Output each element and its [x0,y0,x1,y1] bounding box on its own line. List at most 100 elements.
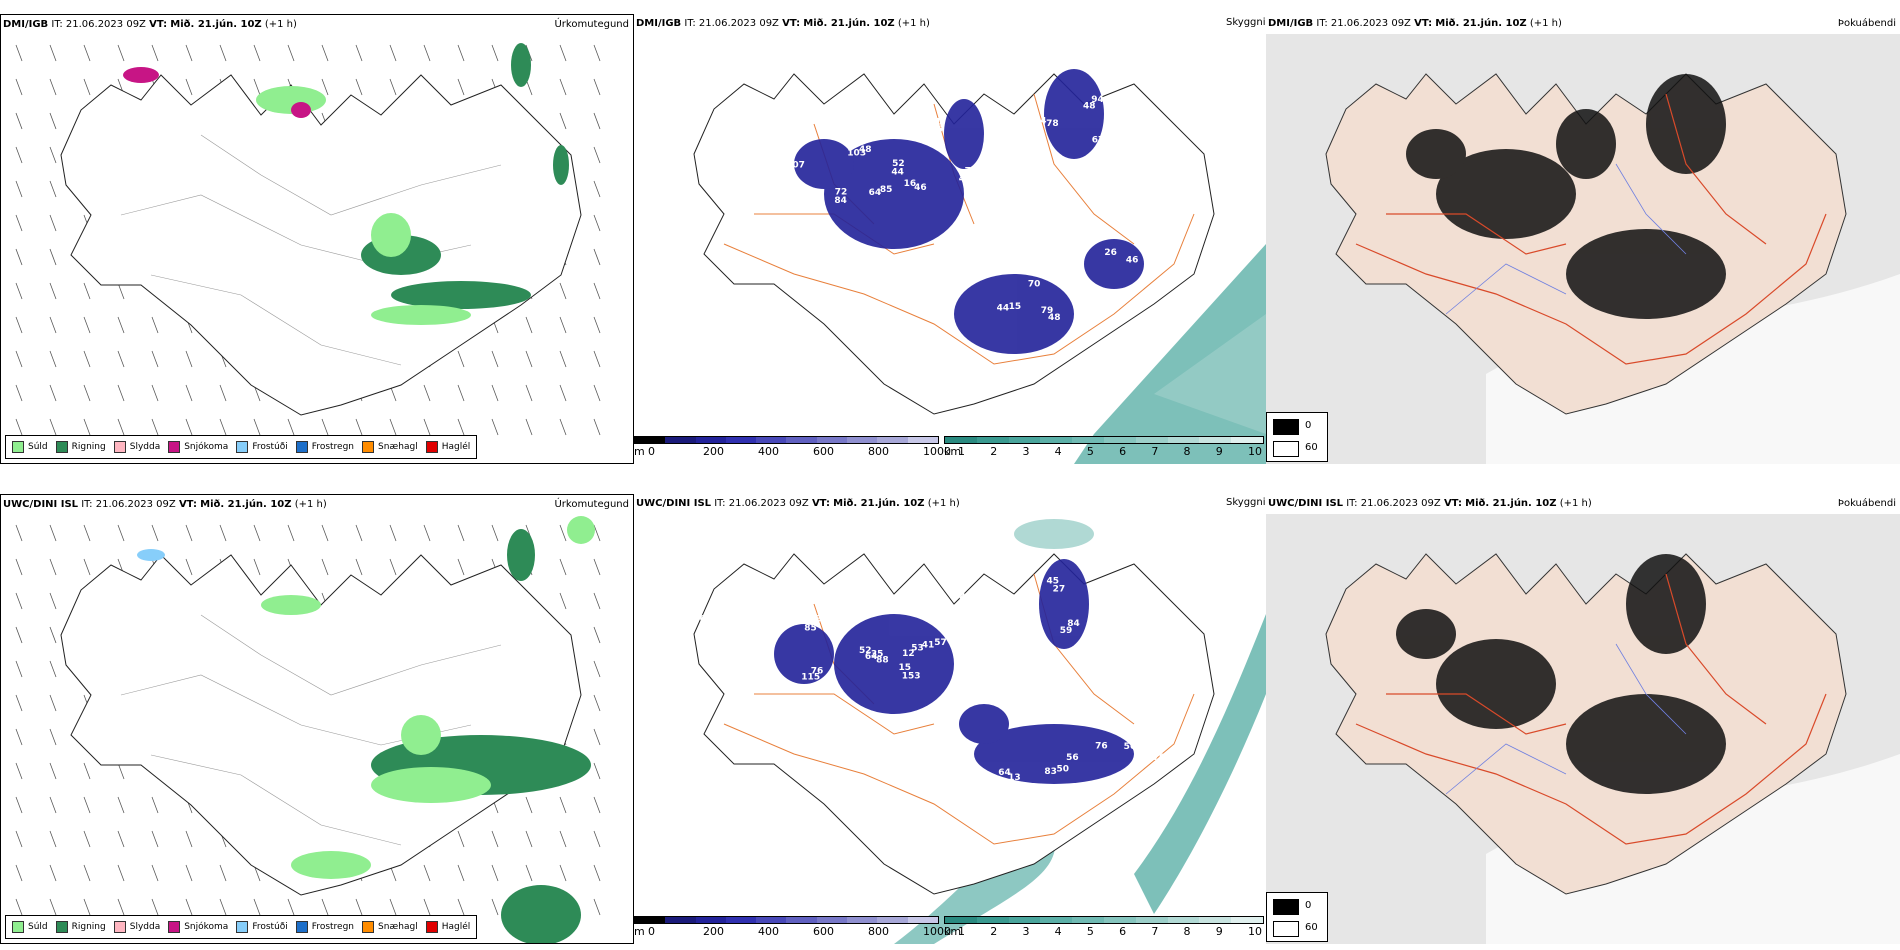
cloud-base-label: 48 [859,145,872,155]
cloud-base-label: 13 [1008,773,1021,783]
colorbar-tick: 400 [758,445,779,458]
cloud-base-label: 56 [1124,742,1137,752]
legend-item: Súld [12,441,48,453]
fog-legend-bottom: 0 60 [1266,892,1328,942]
colorbar-tick: 1 [958,445,965,458]
colorbar-tick: 600 [813,925,834,938]
legend-label: Frostregn [311,442,355,452]
cloud-base-label: 47 [732,137,745,147]
legend-label: Frostúði [252,922,288,932]
precip-title-top: Úrkomutegund [554,19,629,30]
legend-label: Snæhagl [378,922,418,932]
precip-legend-bottom: Súld Rigning Slydda Snjókoma Frostúði Frostre… [5,915,478,939]
cloud-base-label: 130 [1109,590,1128,600]
cloud-base-colorbar-bottom: m 0 200 400 600 800 1000 [634,916,951,938]
cloud-base-label: 52 [953,592,966,602]
colorbar-tick: 5 [1086,445,1094,458]
cloud-base-colorbar-top: m 0 200 400 600 800 1000 [634,436,951,458]
legend-swatch [12,921,24,933]
colorbar-unit: km [944,925,962,938]
cloud-base-label: 115 [801,673,820,683]
header-bottom-fog: UWC/DINI ISL IT: 21.06.2023 09Z VT: Mið.… [1268,498,1592,509]
fog-title-bottom: Þokuábendi [1837,498,1896,509]
visibility-colorbar-bottom: km 1 2 3 4 5 6 7 8 9 10 [944,916,1264,938]
cloud-base-label: 72 [835,187,848,197]
colorbar-tick: 7 [1151,445,1159,458]
legend-swatch [55,441,68,453]
legend-swatch [236,921,249,933]
cloud-base-label: 48 [1048,313,1061,323]
legend-label: Haglél [441,442,471,452]
colorbar-tick: 3 [1022,445,1030,458]
legend-swatch [295,441,308,453]
legend-item: Haglél [425,441,471,453]
cloud-base-label: 213 [803,614,822,624]
colorbar-tick: 200 [703,925,724,938]
cloud-base-label: 88 [876,655,889,665]
colorbar-tick: 4 [1054,445,1062,458]
cloud-base-label: 26 [1104,248,1117,258]
colorbar-tick: 6 [1119,925,1127,938]
legend-label: Frostúði [252,442,288,452]
legend-item: Frostúði [236,921,288,933]
legend-item: Snjókoma [168,921,228,933]
colorbar-tick: 200 [703,445,724,458]
legend-item: Rigning [55,921,106,933]
fog-panel-bottom: UWC/DINI ISL IT: 21.06.2023 09Z VT: Mið.… [1266,494,1900,944]
cloud-base-label: 35 [871,649,884,659]
cloud-base-label: 48 [1083,101,1096,111]
cloud-panel-top: 16 15 48 72 66 60 82 44 79 78 103 75 60 153 85 70 67 107 1… [634,14,1266,464]
cloud-base-label: 44 [1034,117,1047,127]
cloud-base-label: 153 [755,128,774,138]
cloud-base-label: 69 [1116,703,1129,713]
legend-item: Frostúði [236,441,288,453]
cloud-base-label: 67 [767,130,780,140]
header-bottom-cloud: UWC/DINI ISL IT: 21.06.2023 09Z VT: Mið.… [636,498,960,509]
legend-swatch [362,921,375,933]
visibility-colorbar-top: km 1 2 3 4 5 6 7 8 9 10 [944,436,1264,458]
fog-title-top: Þokuábendi [1837,18,1896,29]
cloud-base-label: 63 [738,117,751,127]
cloud-base-label: 20 [750,597,763,607]
cloud-base-label: 45 [1047,577,1060,587]
cloud-base-label: 84 [1067,619,1080,629]
cloud-base-label: 66 [930,125,943,135]
cloud-base-label: 64 [869,188,882,198]
colorbar-tick: 400 [758,925,779,938]
header-top-cloud: DMI/IGB IT: 21.06.2023 09Z VT: Mið. 21.j… [636,18,930,29]
cloud-base-label: 58 [725,608,738,618]
colorbar-tick: 2 [990,445,998,458]
cloud-base-label: 132 [1004,122,1023,132]
cloud-base-label: 52 [859,646,872,656]
precip-panel-bottom: UWC/DINI ISL IT: 21.06.2023 09Z VT: Mið.… [0,494,634,944]
colorbar-tick: 10 [1248,925,1262,938]
colorbar-tick: 800 [868,445,889,458]
cloud-base-label: 44 [959,175,972,185]
legend-label: Slydda [129,442,161,452]
legend-label: Rigning [71,922,106,932]
cloud-title-top: Skyggni [1226,17,1266,28]
cloud-base-label: 153 [902,671,921,681]
cloud-base-label: 107 [786,160,805,170]
legend-item: Súld [12,921,48,933]
legend-item: Frostregn [295,921,354,933]
cloud-base-label: 04 [1096,591,1109,601]
legend-swatch [362,441,375,453]
cloud-base-label: 41 [922,641,935,651]
cloud-base-label: 84 [834,196,847,206]
colorbar-tick: 9 [1215,445,1223,458]
legend-item: Snjókoma [168,441,228,453]
colorbar-tick: 3 [1022,925,1030,938]
colorbar-tick: 600 [813,445,834,458]
legend-item: Snæhagl [362,441,418,453]
cloud-base-label: 85 [804,623,817,633]
cloud-base-label: 60 [1080,232,1093,242]
cloud-base-label: 85 [880,185,893,195]
cloud-base-label: 27 [1117,726,1130,736]
cloud-base-label: 57 [1027,792,1040,802]
colorbar-tick: 1000 [923,925,951,938]
cloud-base-label: 59 [1060,626,1073,636]
colorbar-tick: 8 [1183,925,1191,938]
cloud-panel-bottom: 15 13 04 76 52 70 56 12 57 27 52 57 69 115 88 83 84 85 205… [634,494,1266,944]
cloud-base-label: 70 [1028,280,1041,290]
